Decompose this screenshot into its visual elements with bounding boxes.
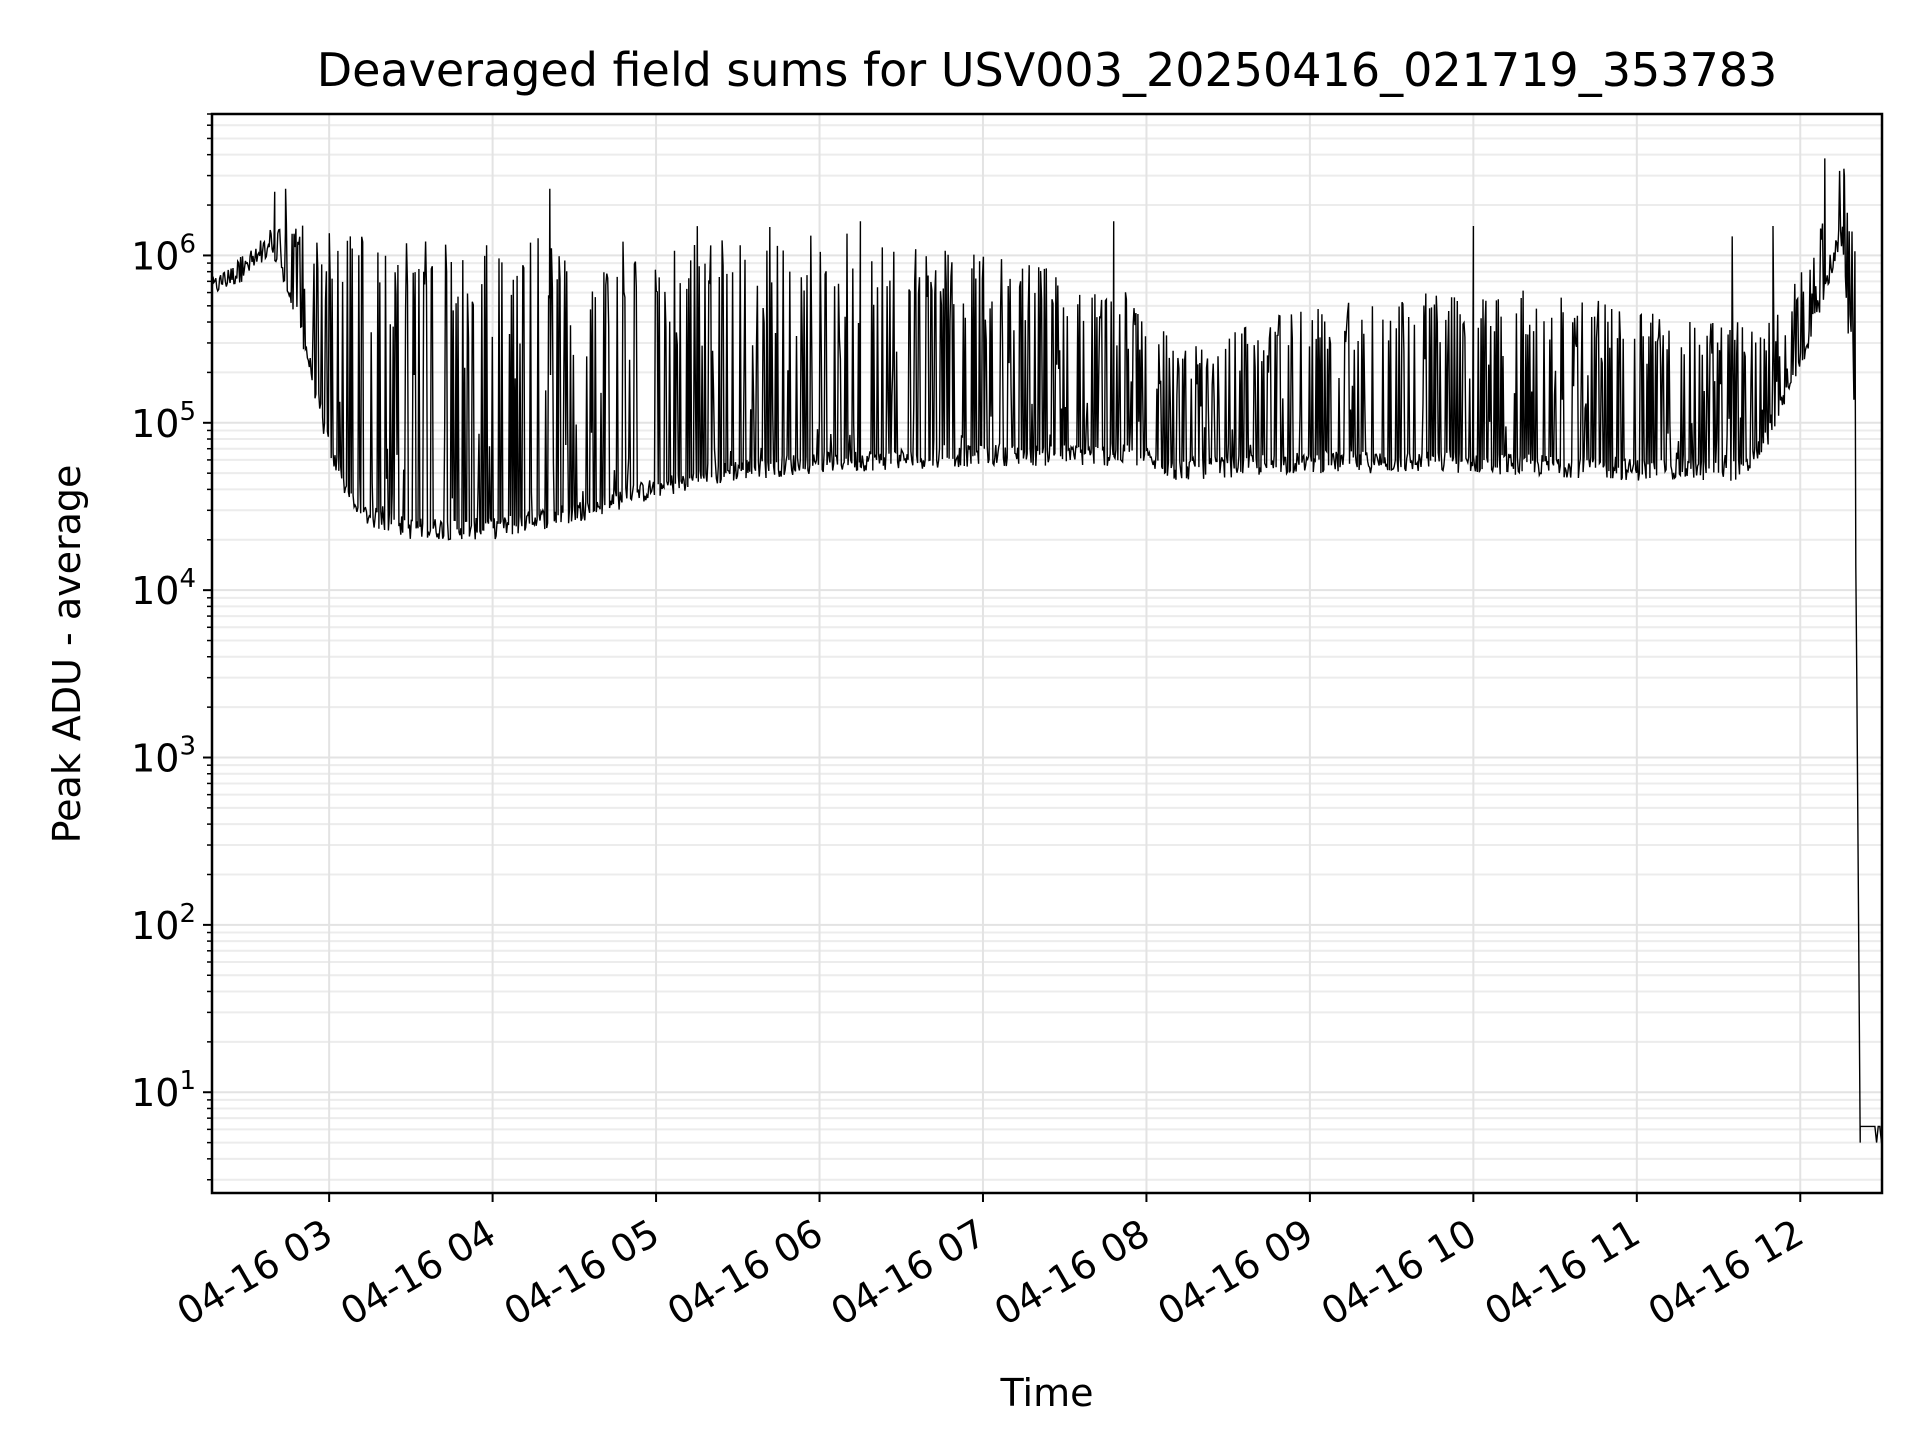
series-line: [211, 158, 1883, 1143]
y-tick-label: 106: [131, 229, 196, 278]
y-tick-label-exponent: 1: [179, 1066, 196, 1096]
y-tick-label-base: 10: [131, 402, 179, 446]
y-tick-label-exponent: 6: [179, 229, 196, 259]
x-axis-label: Time: [1000, 1371, 1094, 1415]
y-tick-label-base: 10: [131, 569, 179, 613]
y-tick-label: 105: [131, 397, 196, 446]
y-tick-label: 102: [131, 899, 196, 948]
chart-title: Deaveraged field sums for USV003_2025041…: [317, 43, 1778, 97]
y-tick-label-base: 10: [131, 1071, 179, 1115]
series-group: [211, 158, 1883, 1143]
y-tick-label-base: 10: [131, 737, 179, 781]
y-tick-label-base: 10: [131, 234, 179, 278]
y-tick-label-exponent: 2: [179, 899, 196, 929]
y-tick-label-exponent: 3: [179, 732, 196, 762]
y-tick-label-exponent: 4: [179, 564, 196, 594]
y-tick-label-exponent: 5: [179, 397, 196, 427]
y-tick-label-base: 10: [131, 904, 179, 948]
y-tick-label: 101: [131, 1066, 196, 1115]
y-tick-label: 104: [131, 564, 196, 613]
plot-frame: [210, 112, 1884, 1195]
y-tick-label: 103: [131, 732, 196, 781]
y-axis-label: Peak ADU - average: [45, 465, 89, 844]
